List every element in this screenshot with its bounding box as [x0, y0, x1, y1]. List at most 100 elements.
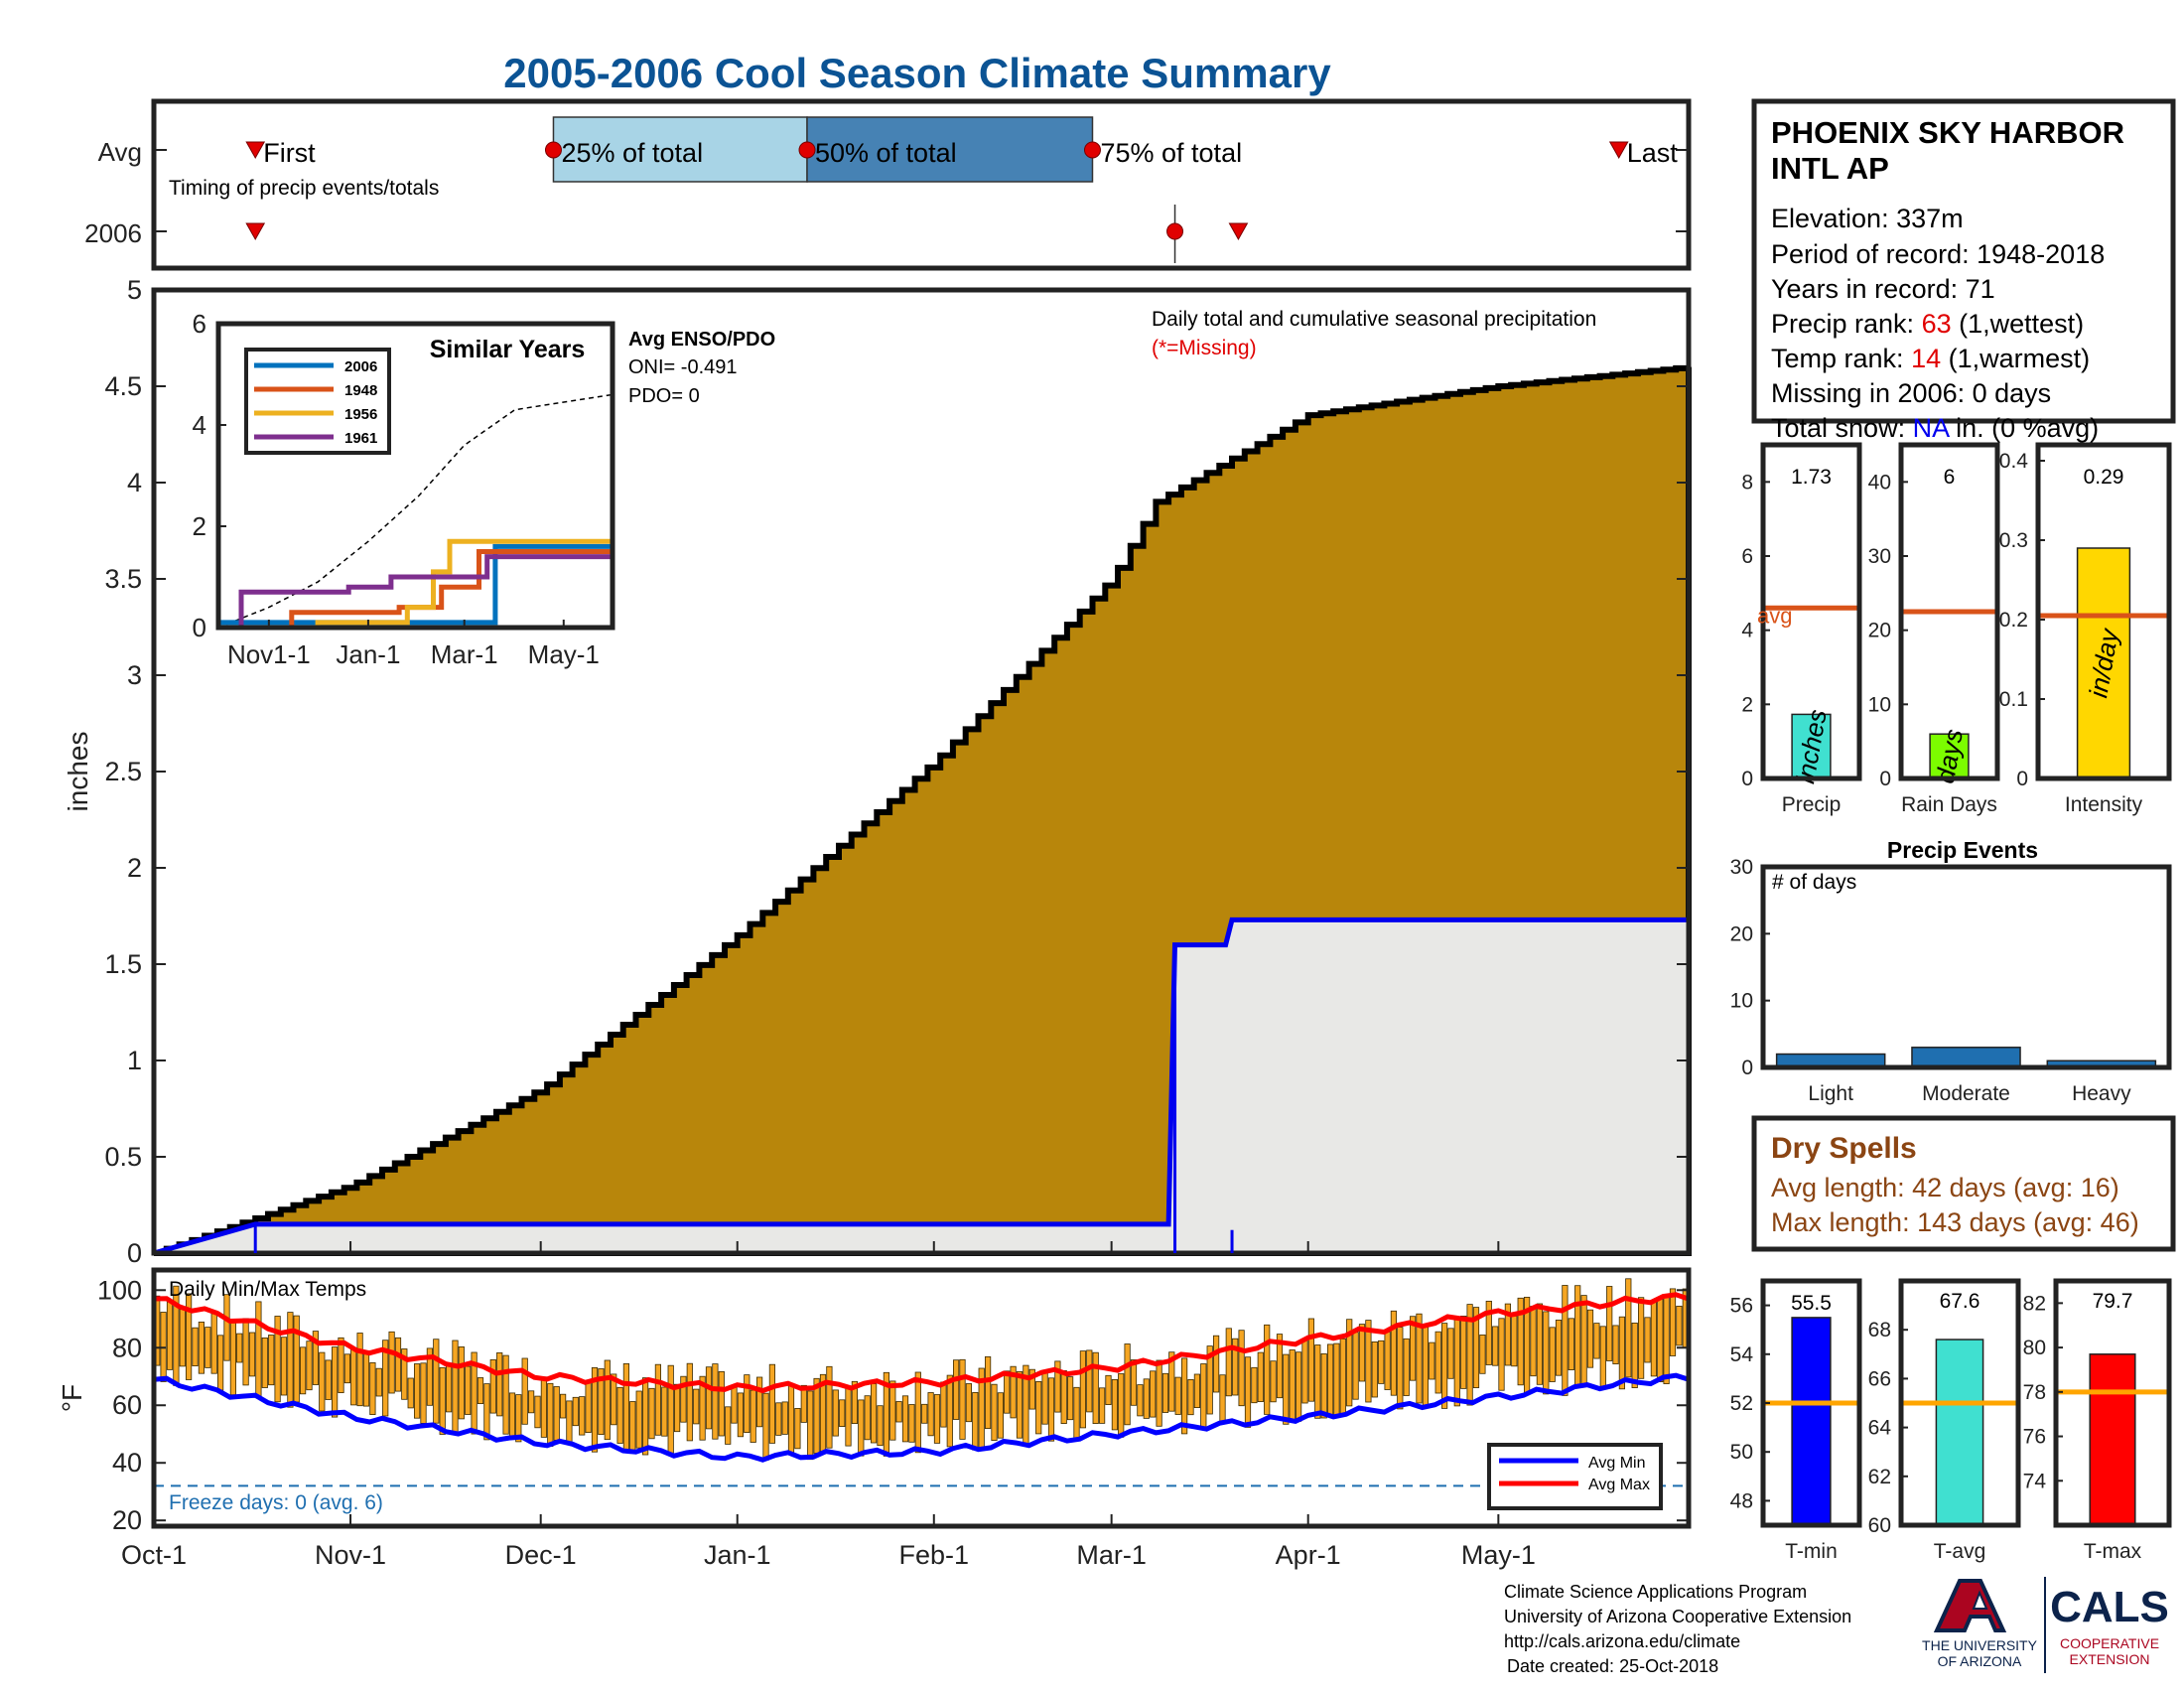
- station-precip-rank: Precip rank: 63 (1,wettest): [1771, 309, 2084, 339]
- 2006-p50-marker: [1166, 222, 1184, 240]
- precip-events-title: Precip Events: [1887, 837, 2038, 863]
- timing-q1-box: [552, 116, 808, 183]
- ua-text-1: THE UNIVERSITY: [1922, 1637, 2038, 1653]
- station-name-1: PHOENIX SKY HARBOR: [1771, 115, 2124, 150]
- temp-summary-bars: 48 50 52 54 56 55.5 T-min 60 62 64 66 68 67.6 T-avg 74…: [1730, 1278, 2172, 1563]
- timing-row-2006: 2006: [84, 218, 142, 248]
- intensity-y-tick: 0.4: [1999, 450, 2029, 473]
- footer-line2: University of Arizona Cooperative Extens…: [1504, 1607, 1851, 1626]
- 2006-first-marker: [245, 222, 266, 241]
- station-period: Period of record: 1948-2018: [1771, 239, 2105, 269]
- timing-last-label: Last: [1627, 138, 1679, 168]
- enso-pdo: PDO= 0: [628, 385, 700, 407]
- t-avg-y-tick: 68: [1868, 1319, 1891, 1341]
- intensity-y-tick: 0: [2016, 768, 2028, 790]
- precip-y-tick-label: 2.5: [104, 757, 142, 786]
- similar-years-x-tick: Jan-1: [336, 639, 400, 669]
- precip-total-value: 1.73: [1791, 466, 1832, 489]
- t-min-y-tick: 48: [1730, 1489, 1753, 1512]
- avg-first-marker: [245, 141, 266, 160]
- timing-p50-label: 50% of total: [815, 138, 957, 168]
- similar-years-x-tick: Mar-1: [431, 639, 498, 669]
- temp-title: Daily Min/Max Temps: [169, 1278, 366, 1301]
- precip-events-category: Heavy: [2072, 1082, 2131, 1105]
- similar-year-line-1948: [218, 546, 615, 631]
- t-min-y-tick: 52: [1730, 1392, 1753, 1415]
- timing-p25-label: 25% of total: [561, 138, 703, 168]
- station-years: Years in record: 71: [1771, 274, 1995, 304]
- similar-years-avg-line: [217, 393, 614, 629]
- precip-events-category: Moderate: [1922, 1082, 2010, 1105]
- precip-y-tick-label: 0: [127, 1238, 142, 1268]
- dry-spells-max: Max length: 143 days (avg: 46): [1771, 1207, 2139, 1237]
- t-avg-y-tick: 66: [1868, 1367, 1891, 1390]
- similar-years-y-tick: 6: [193, 309, 206, 339]
- footer-line1: Climate Science Applications Program: [1504, 1582, 1807, 1602]
- t-max-y-tick: 82: [2023, 1292, 2046, 1315]
- x-tick-label: May-1: [1461, 1540, 1536, 1570]
- x-tick-label: Nov-1: [315, 1540, 386, 1570]
- t-max: 74 76 78 80 82 79.7 T-max: [2023, 1278, 2172, 1563]
- precip-total-y-tick: 4: [1741, 620, 1753, 642]
- precip-ylabel: inches: [63, 732, 93, 812]
- precip-events-category: Light: [1808, 1082, 1853, 1105]
- precip-y-tick-label: 5: [127, 275, 142, 305]
- enso-oni: ONI= -0.491: [628, 356, 738, 378]
- dry-spells-avg: Avg length: 42 days (avg: 16): [1771, 1173, 2119, 1202]
- intensity-value: 0.29: [2084, 466, 2124, 489]
- station-missing: Missing in 2006: 0 days: [1771, 378, 2051, 408]
- x-tick-label: Apr-1: [1276, 1540, 1341, 1570]
- precip-missing-note: (*=Missing): [1152, 337, 1257, 359]
- intensity-bar: [2076, 547, 2131, 779]
- temp-y-tick-label: 60: [112, 1390, 142, 1420]
- temp-y-tick-label: 100: [97, 1275, 142, 1305]
- t-max-y-tick: 76: [2023, 1426, 2046, 1449]
- t-min-xlabel: T-min: [1785, 1540, 1838, 1563]
- temp-y-tick-label: 40: [112, 1448, 142, 1478]
- timing-frame: [151, 98, 1692, 271]
- rain-days-xlabel: Rain Days: [1901, 793, 1997, 816]
- similar-years-legend-2006: 2006: [344, 358, 377, 375]
- rain-days-y-tick: 40: [1868, 471, 1891, 494]
- intensity-xlabel: Intensity: [2065, 793, 2143, 816]
- t-avg-y-tick: 62: [1868, 1466, 1891, 1488]
- similar-years-axes: 0 2 4 6 Nov1-1 Jan-1 Mar-1 May-1: [193, 309, 600, 669]
- cals-line2: EXTENSION: [2070, 1651, 2150, 1667]
- precip-total-y-tick: 2: [1741, 693, 1753, 716]
- t-max-y-tick: 74: [2023, 1470, 2047, 1492]
- rain-days-y-tick: 20: [1868, 620, 1891, 642]
- daily-temp-bars: [154, 1278, 1689, 1461]
- precip-y-tick-label: 1: [127, 1046, 142, 1075]
- intensity-y-tick: 0.1: [1999, 688, 2028, 711]
- x-tick-label: Jan-1: [704, 1540, 771, 1570]
- x-tick-label: Oct-1: [121, 1540, 187, 1570]
- similar-year-line-1956: [218, 538, 615, 631]
- t-max-value: 79.7: [2093, 1290, 2133, 1313]
- intensity-y-tick: 0.3: [1999, 529, 2028, 552]
- similar-years-y-tick: 0: [193, 613, 206, 642]
- similar-years-y-tick: 4: [193, 410, 206, 440]
- t-avg-value: 67.6: [1940, 1290, 1980, 1313]
- timing-subtitle: Timing of precip events/totals: [169, 177, 439, 200]
- enso-title: Avg ENSO/PDO: [628, 329, 775, 351]
- footer-line4: Date created: 25-Oct-2018: [1507, 1656, 1718, 1676]
- station-elevation: Elevation: 337m: [1771, 204, 1964, 233]
- rain-days-y-tick: 10: [1868, 693, 1891, 716]
- station-temp-rank: Temp rank: 14 (1,warmest): [1771, 344, 2090, 373]
- precip-events-y-tick: 20: [1730, 922, 1753, 945]
- figure-title: 2005-2006 Cool Season Climate Summary: [503, 50, 1331, 96]
- t-max-xlabel: T-max: [2084, 1540, 2142, 1563]
- rain-days-value: 6: [1944, 466, 1956, 489]
- avg-p75-marker: [1083, 141, 1101, 159]
- t-avg-bar: [1935, 1339, 1984, 1526]
- footer: Climate Science Applications Program Uni…: [1504, 1577, 2169, 1676]
- dry-spells-box: Dry Spells Avg length: 42 days (avg: 16)…: [1751, 1115, 2176, 1252]
- t-avg: 60 62 64 66 68 67.6 T-avg: [1868, 1278, 2021, 1563]
- temp-legend: [1487, 1443, 1663, 1510]
- precip-total-y-tick: 8: [1741, 471, 1753, 494]
- similar-years-x-tick: Nov1-1: [227, 639, 311, 669]
- t-avg-xlabel: T-avg: [1934, 1540, 1986, 1563]
